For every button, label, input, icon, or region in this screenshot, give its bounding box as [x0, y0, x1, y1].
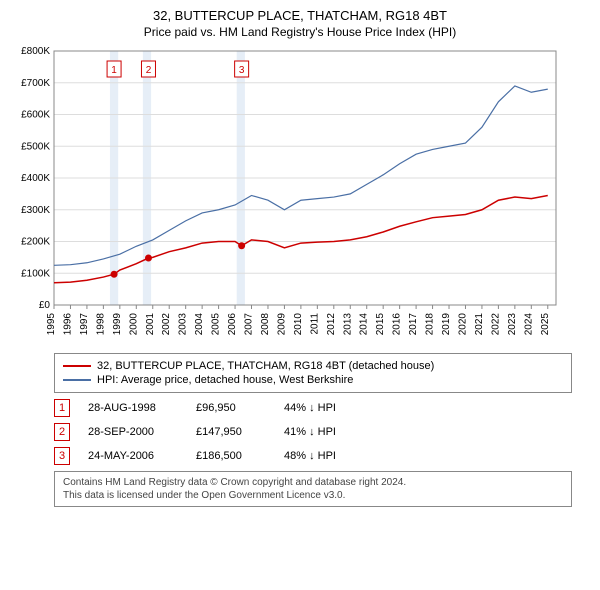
svg-text:2016: 2016 [392, 313, 403, 336]
svg-text:2003: 2003 [178, 313, 189, 336]
event-price: £96,950 [196, 402, 266, 414]
svg-text:2013: 2013 [342, 313, 353, 336]
event-row: 3 24-MAY-2006 £186,500 48% ↓ HPI [54, 447, 572, 465]
svg-text:2002: 2002 [161, 313, 172, 336]
svg-text:2022: 2022 [490, 313, 501, 336]
svg-text:3: 3 [239, 65, 245, 76]
event-price: £147,950 [196, 426, 266, 438]
svg-text:1996: 1996 [62, 313, 73, 336]
svg-text:£500K: £500K [21, 141, 50, 152]
svg-text:£200K: £200K [21, 237, 50, 248]
event-date: 28-AUG-1998 [88, 402, 178, 414]
legend-label-hpi: HPI: Average price, detached house, West… [97, 374, 353, 386]
chart-subtitle: Price paid vs. HM Land Registry's House … [8, 25, 592, 39]
event-price: £186,500 [196, 450, 266, 462]
svg-text:£600K: £600K [21, 110, 50, 121]
legend: 32, BUTTERCUP PLACE, THATCHAM, RG18 4BT … [54, 353, 572, 393]
svg-text:2025: 2025 [540, 313, 551, 336]
svg-text:1997: 1997 [79, 313, 90, 336]
svg-text:£800K: £800K [21, 46, 50, 57]
svg-text:2007: 2007 [244, 313, 255, 336]
svg-text:£300K: £300K [21, 205, 50, 216]
svg-text:2017: 2017 [408, 313, 419, 336]
svg-text:2008: 2008 [260, 313, 271, 336]
svg-text:1: 1 [111, 65, 117, 76]
svg-text:1998: 1998 [95, 313, 106, 336]
svg-text:2011: 2011 [309, 313, 320, 335]
svg-text:2000: 2000 [128, 313, 139, 336]
events-table: 1 28-AUG-1998 £96,950 44% ↓ HPI 2 28-SEP… [54, 399, 572, 465]
svg-text:2012: 2012 [326, 313, 337, 336]
event-marker-3: 3 [54, 447, 70, 465]
svg-text:2021: 2021 [474, 313, 485, 336]
svg-text:2010: 2010 [293, 313, 304, 336]
event-date: 24-MAY-2006 [88, 450, 178, 462]
licence-line2: This data is licensed under the Open Gov… [63, 489, 563, 502]
svg-text:£0: £0 [39, 300, 51, 311]
svg-text:2006: 2006 [227, 313, 238, 336]
svg-text:2018: 2018 [425, 313, 436, 336]
svg-text:£400K: £400K [21, 173, 50, 184]
event-delta: 41% ↓ HPI [284, 426, 336, 438]
event-marker-2: 2 [54, 423, 70, 441]
licence-line1: Contains HM Land Registry data © Crown c… [63, 476, 563, 489]
svg-text:2009: 2009 [276, 313, 287, 336]
svg-text:2005: 2005 [211, 313, 222, 336]
svg-text:1999: 1999 [112, 313, 123, 336]
svg-text:2: 2 [146, 65, 152, 76]
event-date: 28-SEP-2000 [88, 426, 178, 438]
svg-text:2019: 2019 [441, 313, 452, 336]
svg-text:2024: 2024 [523, 313, 534, 336]
legend-row-hpi: HPI: Average price, detached house, West… [63, 374, 563, 386]
legend-swatch-property [63, 365, 91, 367]
line-chart: £0 £100K £200K £300K £400K £500K £600K £700K £80… [8, 45, 568, 345]
event-delta: 44% ↓ HPI [284, 402, 336, 414]
event-delta: 48% ↓ HPI [284, 450, 336, 462]
licence-box: Contains HM Land Registry data © Crown c… [54, 471, 572, 507]
svg-text:2014: 2014 [359, 313, 370, 336]
svg-text:2020: 2020 [457, 313, 468, 336]
svg-text:2023: 2023 [507, 313, 518, 336]
svg-text:£700K: £700K [21, 78, 50, 89]
event-marker-1: 1 [54, 399, 70, 417]
chart-container: £0 £100K £200K £300K £400K £500K £600K £700K £80… [8, 45, 592, 345]
svg-text:2004: 2004 [194, 313, 205, 336]
svg-text:£100K: £100K [21, 268, 50, 279]
legend-row-property: 32, BUTTERCUP PLACE, THATCHAM, RG18 4BT … [63, 360, 563, 372]
svg-text:1995: 1995 [46, 313, 57, 336]
chart-title: 32, BUTTERCUP PLACE, THATCHAM, RG18 4BT [8, 8, 592, 23]
legend-label-property: 32, BUTTERCUP PLACE, THATCHAM, RG18 4BT … [97, 360, 434, 372]
event-row: 1 28-AUG-1998 £96,950 44% ↓ HPI [54, 399, 572, 417]
legend-swatch-hpi [63, 379, 91, 381]
event-row: 2 28-SEP-2000 £147,950 41% ↓ HPI [54, 423, 572, 441]
svg-text:2001: 2001 [145, 313, 156, 336]
svg-text:2015: 2015 [375, 313, 386, 336]
